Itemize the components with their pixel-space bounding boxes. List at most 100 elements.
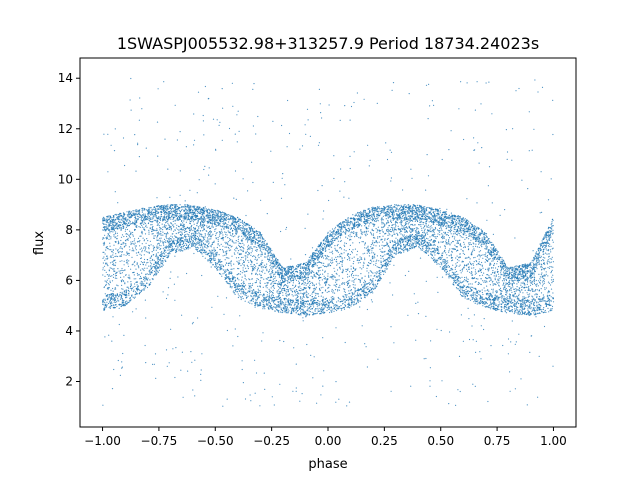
data-point — [502, 265, 504, 268]
data-point — [133, 289, 135, 291]
data-point — [309, 271, 311, 273]
data-point — [536, 284, 538, 286]
data-point — [542, 294, 545, 296]
data-point — [318, 271, 320, 273]
data-point — [349, 234, 351, 236]
data-point — [208, 174, 210, 176]
data-point — [242, 282, 244, 284]
data-point — [348, 290, 350, 292]
data-point — [382, 211, 384, 213]
data-point — [238, 242, 240, 244]
data-point — [500, 273, 502, 275]
data-point — [482, 254, 484, 256]
data-point — [317, 310, 319, 313]
data-point — [352, 277, 354, 279]
data-point — [192, 242, 194, 244]
data-point — [187, 214, 190, 217]
data-point — [361, 241, 363, 243]
data-point — [152, 216, 154, 218]
data-point — [122, 243, 124, 245]
data-point — [382, 215, 384, 217]
data-point — [235, 283, 237, 285]
data-point — [223, 221, 225, 223]
data-point — [103, 306, 106, 308]
data-point — [170, 235, 172, 237]
data-point — [247, 295, 249, 297]
data-point — [273, 264, 276, 266]
data-point — [531, 289, 533, 291]
data-point — [445, 211, 447, 213]
data-point — [221, 88, 223, 90]
data-point — [255, 257, 257, 259]
data-point — [271, 285, 273, 287]
data-point — [318, 282, 320, 284]
data-point — [410, 209, 412, 211]
data-point — [464, 276, 466, 279]
data-point — [390, 204, 392, 206]
data-point — [159, 241, 161, 243]
data-point — [383, 273, 385, 275]
data-point — [159, 248, 161, 250]
data-point — [262, 332, 264, 334]
data-point — [127, 265, 130, 267]
data-point — [412, 236, 414, 239]
data-point — [269, 301, 271, 303]
data-point — [345, 270, 347, 273]
data-point — [377, 358, 379, 360]
data-point — [133, 240, 135, 242]
data-point — [234, 253, 236, 255]
data-point — [364, 247, 366, 249]
data-point — [109, 280, 111, 282]
data-point — [529, 282, 532, 284]
data-point — [447, 262, 449, 264]
data-point — [135, 170, 137, 172]
data-point — [360, 211, 362, 213]
data-point — [347, 237, 349, 239]
data-point — [493, 257, 495, 259]
data-point — [435, 395, 437, 398]
data-point — [357, 262, 359, 264]
data-point — [481, 299, 483, 301]
data-point — [342, 299, 344, 301]
data-point — [305, 284, 307, 286]
data-point — [393, 252, 395, 254]
data-point — [180, 224, 182, 227]
data-point — [140, 269, 142, 271]
data-point — [344, 257, 346, 259]
data-point — [516, 273, 519, 275]
data-point — [375, 264, 377, 266]
data-point — [125, 254, 127, 256]
data-point — [434, 249, 436, 251]
data-point — [242, 382, 244, 384]
data-point — [529, 280, 531, 282]
data-point — [412, 247, 414, 249]
data-point — [390, 151, 393, 153]
data-point — [319, 280, 321, 282]
data-point — [510, 305, 512, 307]
data-point — [102, 262, 104, 264]
data-point — [325, 266, 328, 268]
data-point — [271, 268, 273, 270]
data-point — [136, 221, 138, 223]
data-point — [177, 209, 179, 211]
data-point — [551, 239, 554, 241]
data-point — [270, 150, 272, 152]
data-point — [217, 218, 219, 220]
data-point — [364, 244, 366, 246]
data-point — [252, 255, 254, 258]
data-point — [329, 240, 331, 243]
data-point — [237, 286, 239, 288]
data-point — [487, 185, 489, 187]
data-point — [401, 225, 403, 227]
data-point — [256, 303, 258, 305]
data-point — [145, 251, 147, 253]
data-point — [141, 251, 143, 253]
data-point — [102, 229, 104, 231]
data-point — [204, 236, 206, 238]
data-point — [280, 298, 282, 300]
data-point — [474, 229, 477, 231]
data-point — [228, 250, 230, 252]
data-point — [220, 243, 222, 245]
data-point — [475, 340, 477, 342]
data-point — [338, 398, 340, 400]
